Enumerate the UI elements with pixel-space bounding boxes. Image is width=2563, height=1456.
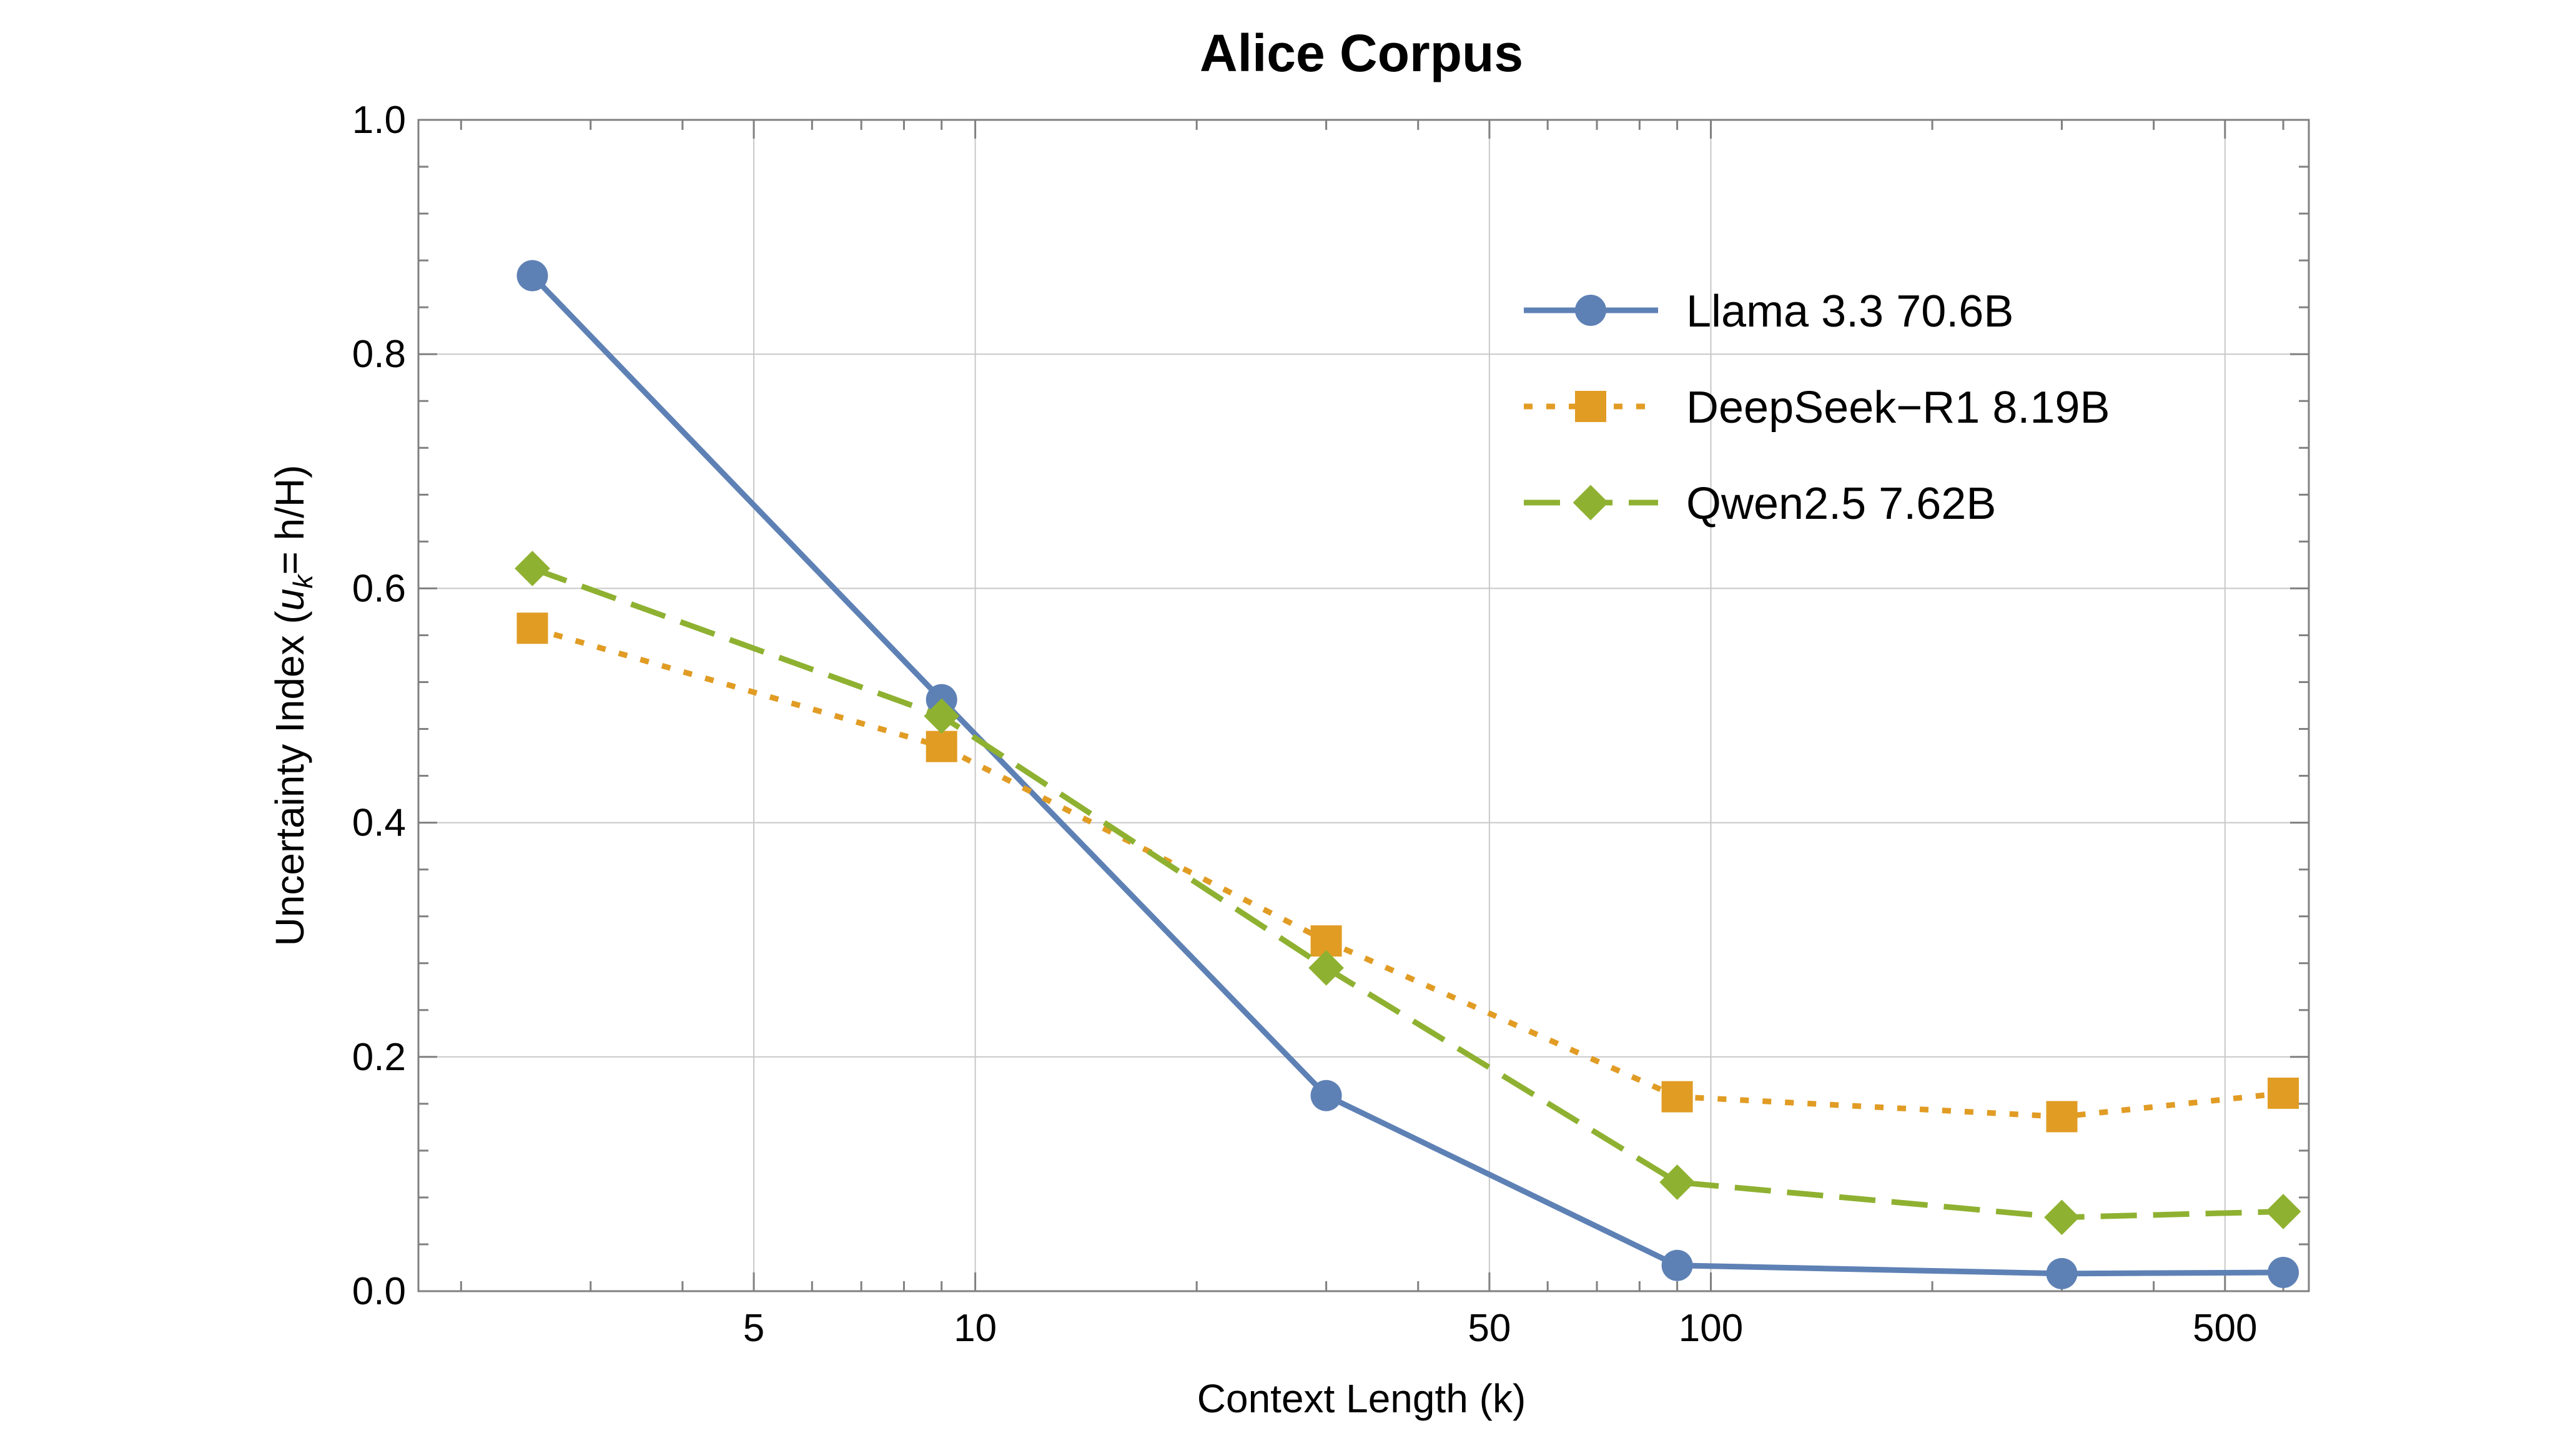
legend-entry-2: DeepSeek−R1 8.19B [1524,383,2110,433]
data-point-diamond [515,551,550,586]
y-tick-label: 0.2 [352,1036,406,1079]
series-1 [516,260,2299,1289]
data-point-circle [1661,1249,1693,1281]
data-point-circle [2046,1257,2078,1289]
legend-label: DeepSeek−R1 8.19B [1686,383,2110,433]
x-tick-label: 100 [1679,1307,1743,1350]
y-axis-label-subscript: k [288,574,319,589]
data-point-square [516,612,548,644]
y-axis-label-variable: u [267,589,312,611]
series-2 [516,612,2299,1133]
x-tick-label: 50 [1468,1307,1511,1350]
x-tick-label: 5 [743,1307,764,1350]
y-tick-label: 1.0 [352,99,406,142]
x-axis-label: Context Length (k) [1197,1376,1526,1421]
legend-entry-1: Llama 3.3 70.6B [1524,287,2013,337]
y-axis-label-suffix: = h/H) [267,465,312,575]
data-point-square [1661,1081,1693,1113]
series-group [515,260,2301,1289]
data-point-circle [1575,295,1606,326]
plot-frame-border [417,119,2310,1292]
data-point-diamond [1659,1164,1695,1200]
data-point-square [2046,1101,2078,1133]
data-point-diamond [1308,950,1344,986]
legend-label: Llama 3.3 70.6B [1686,287,2013,337]
axis-ticks: 5 10 50 100 500 0.0 0.2 0.4 0.6 0.8 1.0 [352,99,2309,1350]
y-tick-label: 0.8 [352,333,406,376]
series-line [530,273,2284,1277]
y-axis-label-prefix: Uncertainty Index ( [267,611,312,946]
data-point-circle [516,260,548,292]
y-axis-label: Uncertainty Index (uk= h/H) [267,465,319,947]
plot-frame [417,119,2310,1292]
data-point-circle [1310,1080,1342,1111]
data-point-square [2268,1077,2299,1109]
y-tick-label: 0.0 [352,1270,406,1313]
data-point-diamond [2044,1199,2080,1236]
data-point-square [926,730,957,762]
data-point-diamond [2265,1194,2301,1229]
legend-label: Qwen2.5 7.62B [1686,479,1996,529]
y-tick-label: 0.4 [352,802,406,845]
series-3 [515,551,2301,1236]
data-point-square [1575,391,1606,422]
grid [418,120,2309,1291]
legend-entry-3: Qwen2.5 7.62B [1524,479,1996,529]
legend: Llama 3.3 70.6B DeepSeek−R1 8.19B Qwen2.5 … [1524,287,2110,529]
data-point-circle [2268,1256,2299,1288]
chart-title: Alice Corpus [1200,24,1523,82]
data-point-diamond [1573,485,1609,521]
x-tick-label: 10 [954,1307,997,1350]
data-point-diamond [924,698,960,734]
y-tick-label: 0.6 [352,567,406,610]
x-tick-label: 500 [2193,1307,2257,1350]
